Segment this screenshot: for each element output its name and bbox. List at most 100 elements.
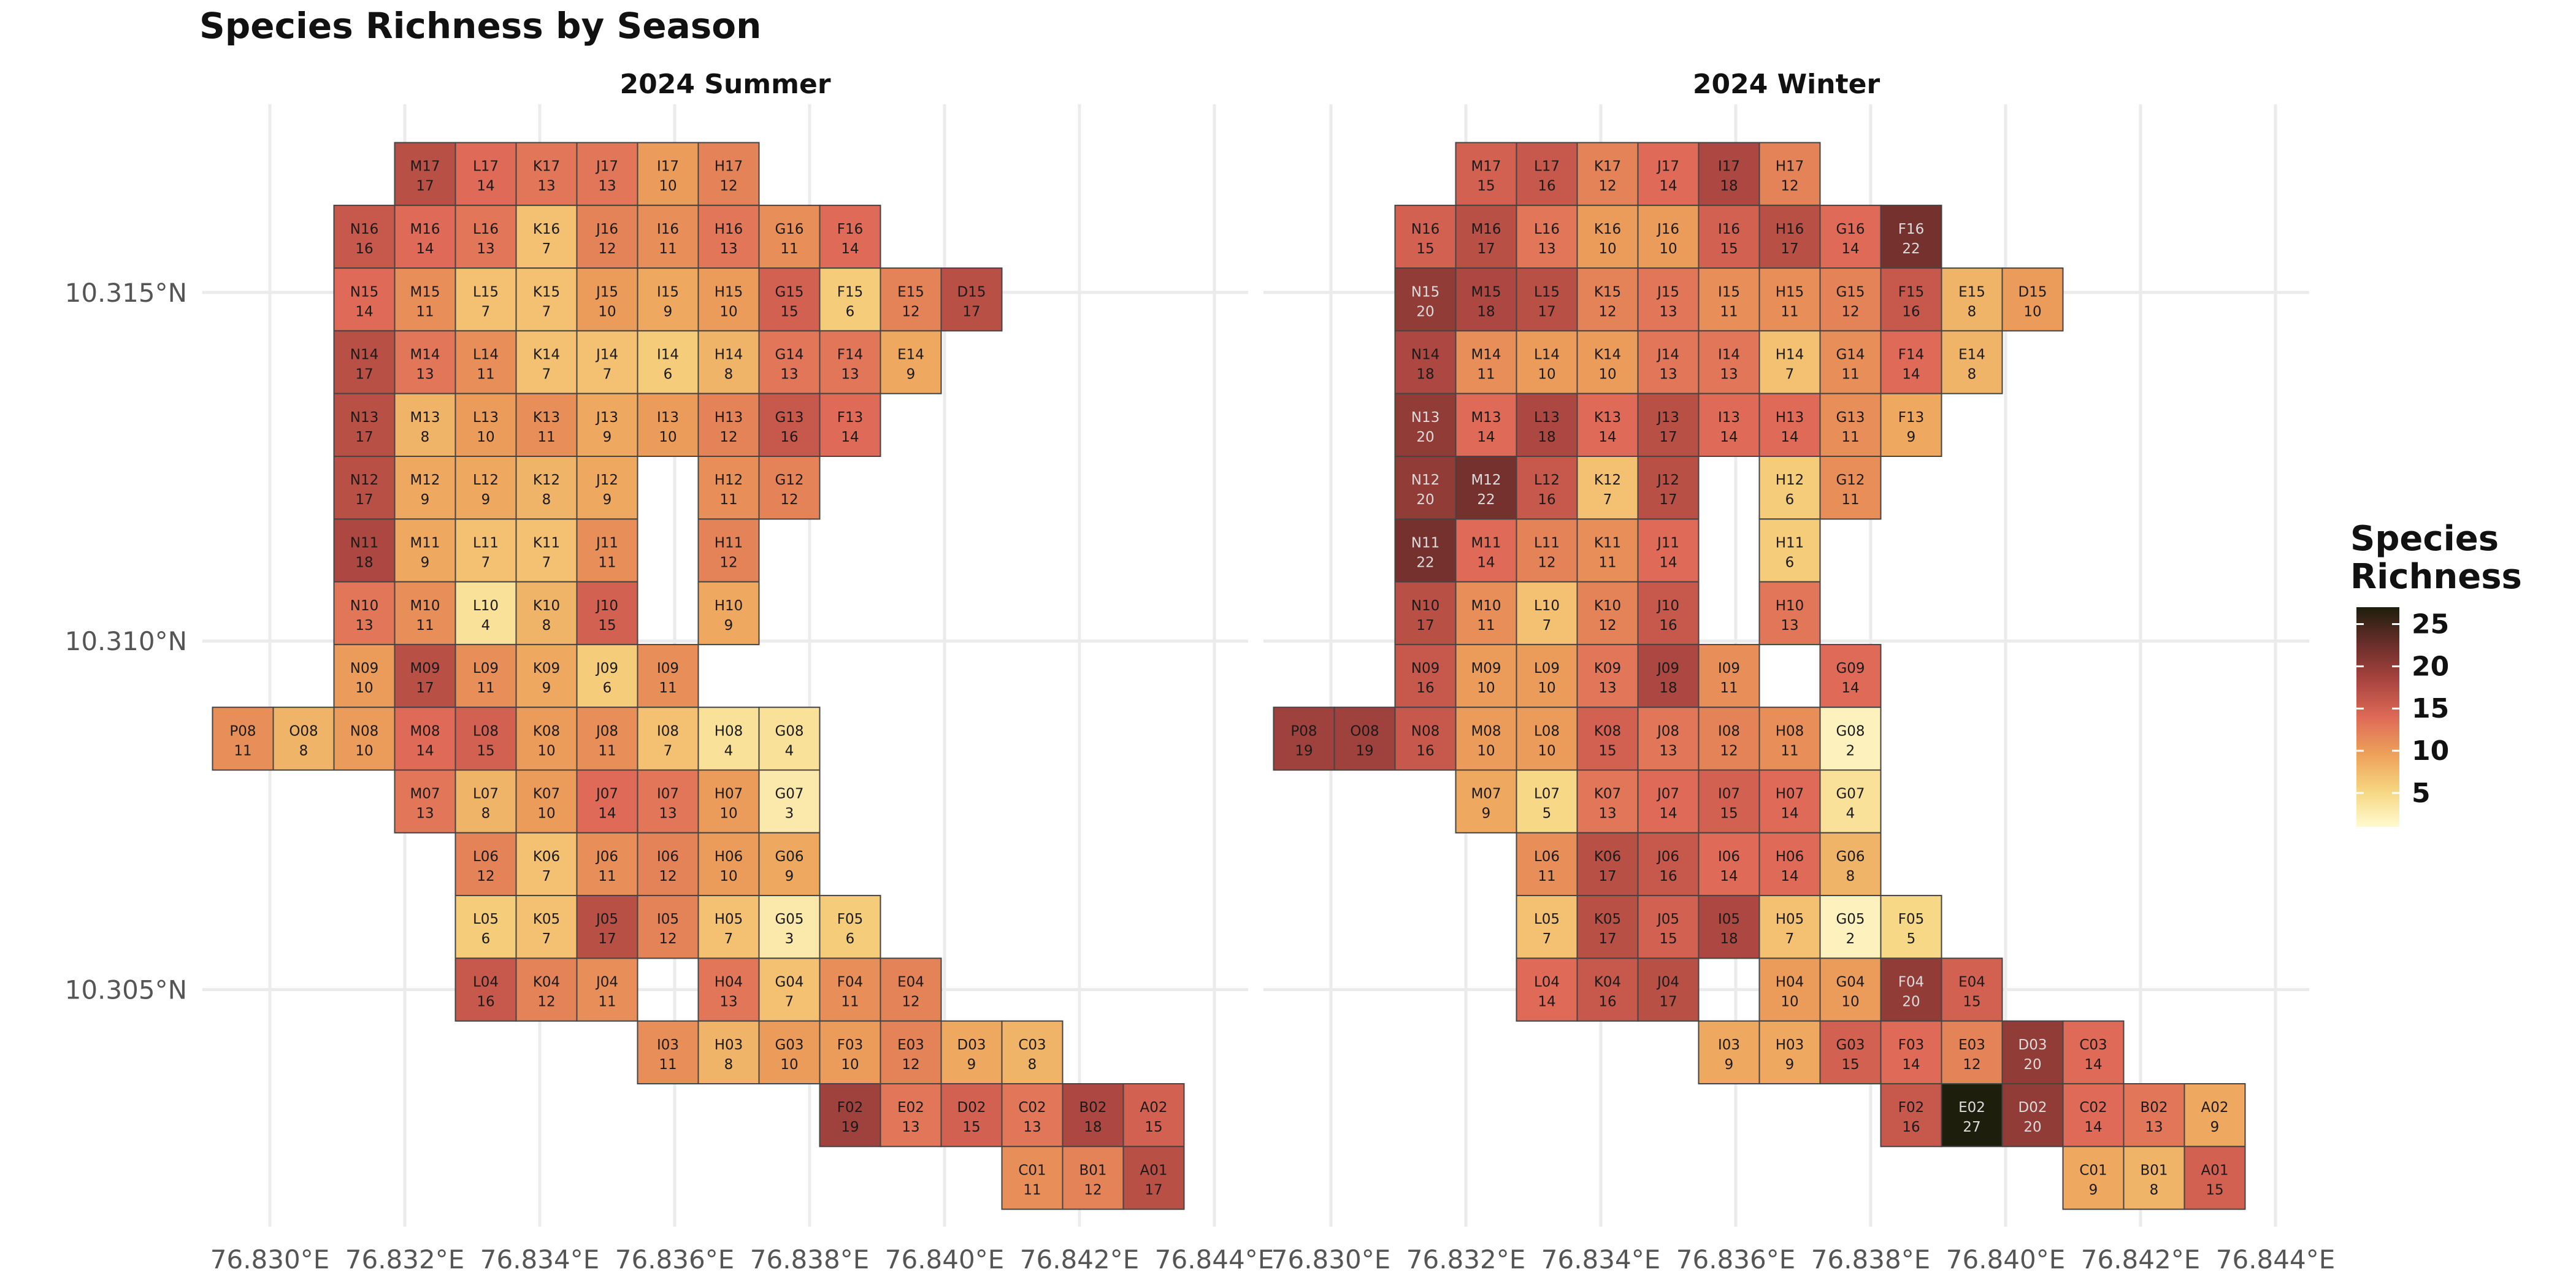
cell-rect bbox=[1637, 957, 1700, 1022]
x-axis-ticks: 76.830°E 76.832°E 76.834°E 76.836°E 76.838°E… bbox=[1271, 1244, 2336, 1275]
cell-code-label: L15 bbox=[473, 284, 499, 300]
cell-rect bbox=[394, 142, 456, 206]
cell-code-label: H16 bbox=[1776, 221, 1804, 237]
cell-code-label: E02 bbox=[1958, 1100, 1985, 1116]
cell-code-label: J07 bbox=[1656, 786, 1679, 802]
cell-value-label: 9 bbox=[785, 868, 794, 884]
cell-rect bbox=[394, 393, 456, 458]
cell-code-label: I09 bbox=[657, 661, 679, 677]
cell-code-label: H05 bbox=[715, 911, 743, 927]
x-tick-label: 76.834°E bbox=[1541, 1244, 1661, 1275]
cell-code-label: J10 bbox=[1656, 598, 1679, 614]
cell-code-label: E02 bbox=[897, 1100, 924, 1116]
cell-value-label: 14 bbox=[1659, 178, 1677, 194]
cell-rect bbox=[1758, 895, 1821, 959]
cell-value-label: 16 bbox=[477, 994, 494, 1010]
cell-code-label: G04 bbox=[1836, 975, 1865, 991]
cell-value-label: 13 bbox=[1659, 367, 1677, 383]
cell-value-label: 11 bbox=[1781, 304, 1798, 320]
cell-code-label: N11 bbox=[1411, 535, 1439, 551]
y-tick-label: 10.305°N bbox=[65, 975, 187, 1005]
cell-code-label: M08 bbox=[1471, 723, 1501, 739]
cell-rect bbox=[333, 643, 396, 708]
cell-value-label: 11 bbox=[1477, 618, 1495, 634]
cell-rect bbox=[2183, 1146, 2246, 1210]
cell-rect bbox=[880, 957, 942, 1022]
cell-code-label: D03 bbox=[957, 1037, 986, 1053]
cell-rect bbox=[1698, 393, 1760, 458]
cell-value-label: 7 bbox=[542, 304, 551, 320]
cell-value-label: 10 bbox=[1659, 241, 1677, 257]
cell-value-label: 13 bbox=[1538, 241, 1555, 257]
cell-value-label: 10 bbox=[841, 1057, 859, 1073]
cell-code-label: P08 bbox=[229, 723, 256, 739]
cell-value-label: 12 bbox=[537, 994, 555, 1010]
cell-value-label: 11 bbox=[234, 743, 251, 759]
cell-code-label: A01 bbox=[1140, 1162, 1167, 1178]
cell-value-label: 22 bbox=[1416, 554, 1434, 570]
cell-code-label: I14 bbox=[657, 347, 679, 363]
cell-rect bbox=[454, 643, 517, 708]
cell-value-label: 8 bbox=[481, 806, 491, 822]
cell-rect bbox=[515, 456, 578, 520]
cell-code-label: H08 bbox=[715, 723, 743, 739]
cell-value-label: 14 bbox=[477, 178, 494, 194]
cell-value-label: 18 bbox=[1416, 367, 1434, 383]
cell-rect bbox=[1758, 581, 1821, 645]
cell-code-label: N10 bbox=[350, 598, 378, 614]
x-tick-label: 76.838°E bbox=[750, 1244, 870, 1275]
cell-value-label: 11 bbox=[1841, 429, 1859, 445]
cell-value-label: 9 bbox=[603, 492, 612, 508]
cell-code-label: L10 bbox=[473, 598, 499, 614]
cell-value-label: 12 bbox=[1781, 178, 1798, 194]
cell-value-label: 15 bbox=[780, 304, 798, 320]
cell-rect bbox=[333, 267, 396, 332]
x-tick-label: 76.832°E bbox=[345, 1244, 465, 1275]
cell-code-label: F15 bbox=[837, 284, 864, 300]
cell-value-label: 14 bbox=[1538, 994, 1555, 1010]
cell-code-label: I07 bbox=[657, 786, 679, 802]
cell-code-label: G05 bbox=[1836, 911, 1865, 927]
cell-code-label: M15 bbox=[1471, 284, 1501, 300]
legend-tick-label: 20 bbox=[2412, 651, 2449, 682]
cell-value-label: 15 bbox=[2206, 1182, 2223, 1198]
cell-value-label: 10 bbox=[1781, 994, 1798, 1010]
cell-value-label: 12 bbox=[1720, 743, 1738, 759]
cell-value-label: 15 bbox=[1841, 1057, 1859, 1073]
cell-code-label: L14 bbox=[473, 347, 499, 363]
cell-code-label: O08 bbox=[289, 723, 318, 739]
cell-value-label: 14 bbox=[1902, 367, 1920, 383]
